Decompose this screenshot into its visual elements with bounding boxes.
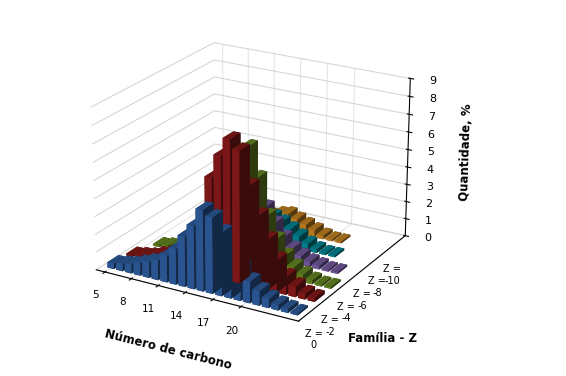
X-axis label: Número de carbono: Número de carbono xyxy=(103,327,233,372)
